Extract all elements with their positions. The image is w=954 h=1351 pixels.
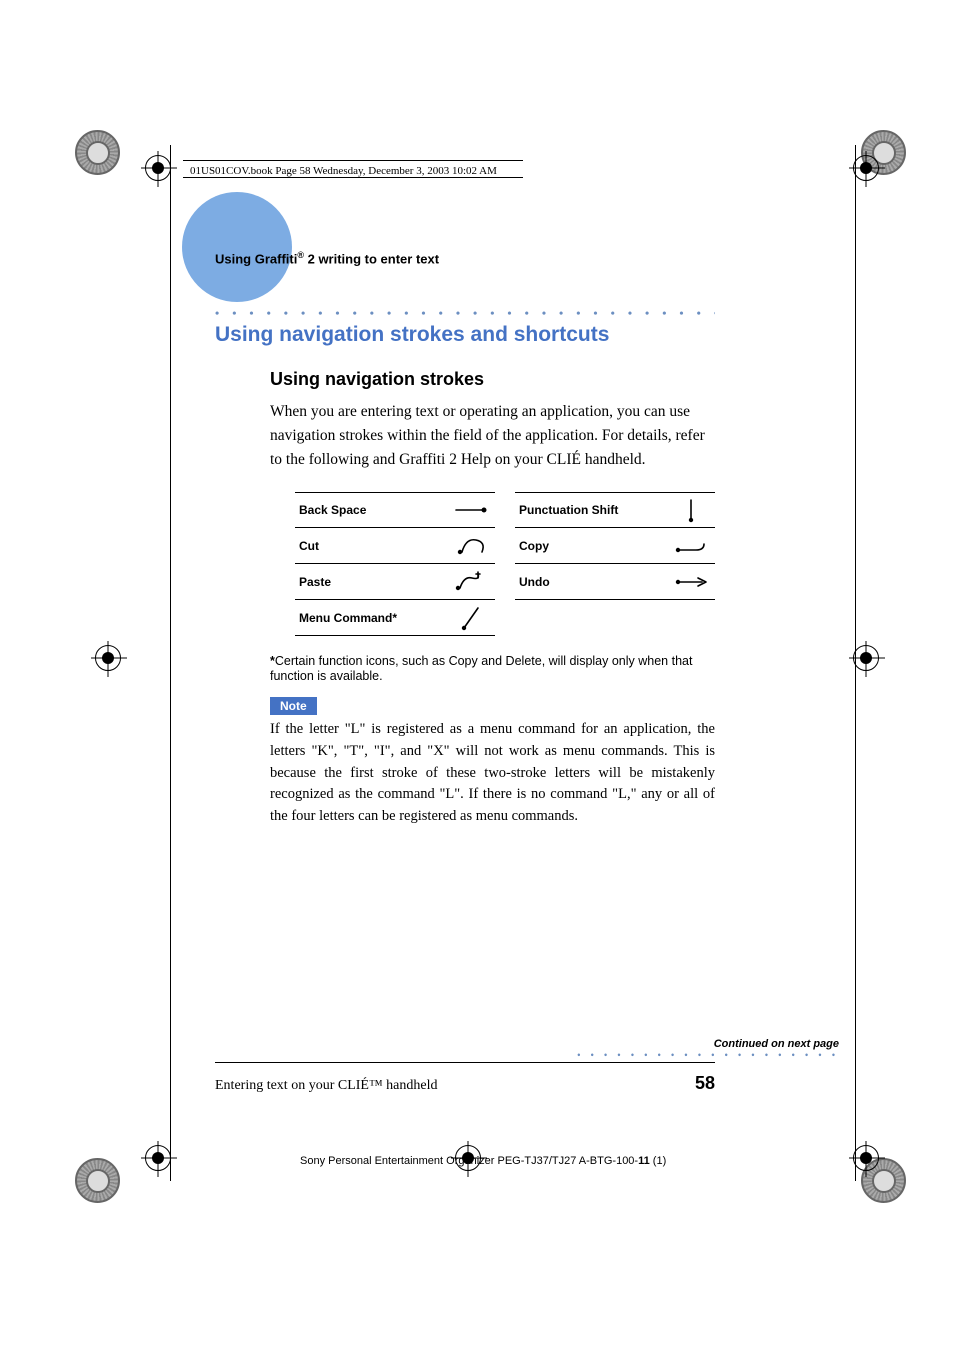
registration-mark-icon [145,1145,171,1171]
cut-stroke-icon [451,534,491,558]
stroke-label: Cut [299,539,319,553]
stroke-label: Punctuation Shift [519,503,618,517]
imprint-prefix: Sony Personal Entertainment Organizer PE… [300,1155,638,1167]
strokes-right-column: Punctuation Shift Copy Undo [515,492,715,636]
continued-text: Continued on next page [577,1038,839,1050]
footer-chapter: Entering text on your CLIÉ™ handheld [215,1078,438,1094]
stroke-row: Punctuation Shift [515,492,715,528]
imprint-line: Sony Personal Entertainment Organizer PE… [300,1155,666,1167]
stroke-label: Back Space [299,503,366,517]
subsection-heading: Using navigation strokes [270,369,715,390]
stroke-row: Menu Command* [295,600,495,636]
backspace-stroke-icon [451,498,491,522]
intro-paragraph: When you are entering text or operating … [270,400,715,472]
section-heading: Using navigation strokes and shortcuts [215,323,715,347]
footnote-body: Certain function icons, such as Copy and… [270,654,692,682]
header-stamp: 01US01COV.book Page 58 Wednesday, Decemb… [190,165,497,177]
menu-stroke-icon [451,606,491,630]
footnote-text: *Certain function icons, such as Copy an… [270,654,715,683]
strokes-table: Back Space Cut Paste Menu Command* Punctuat… [295,492,715,636]
registration-mark-icon [853,155,879,181]
stroke-row: Cut [295,528,495,564]
running-head-prefix: Using Graffiti [215,251,297,266]
printer-rosette-icon [75,1158,120,1203]
footer-rule [215,1062,715,1063]
continued-dots: • • • • • • • • • • • • • • • • • • • • [577,1050,839,1060]
paste-stroke-icon [451,570,491,594]
imprint-bold: 11 [638,1155,650,1167]
page-number: 58 [695,1073,715,1094]
continued-block: Continued on next page • • • • • • • • •… [577,1038,839,1060]
decorative-dots: • • • • • • • • • • • • • • • • • • • • … [215,306,715,321]
stroke-label: Menu Command* [299,611,397,625]
strokes-left-column: Back Space Cut Paste Menu Command* [295,492,495,636]
undo-stroke-icon [671,570,711,594]
stroke-row: Undo [515,564,715,600]
registered-symbol: ® [297,250,304,260]
stroke-row: Copy [515,528,715,564]
registration-mark-icon [95,645,121,671]
imprint-suffix: (1) [650,1155,667,1167]
registration-mark-icon [853,645,879,671]
stroke-label: Paste [299,575,331,589]
running-head: Using Graffiti® 2 writing to enter text [215,250,715,266]
registration-mark-icon [853,1145,879,1171]
stroke-row: Paste [295,564,495,600]
running-head-suffix: 2 writing to enter text [304,251,439,266]
copy-stroke-icon [671,534,711,558]
page-footer: Entering text on your CLIÉ™ handheld 58 [215,1073,715,1094]
stroke-label: Undo [519,575,550,589]
printer-rosette-icon [75,130,120,175]
stroke-row: Back Space [295,492,495,528]
note-text: If the letter "L" is registered as a men… [270,719,715,828]
registration-mark-icon [145,155,171,181]
page-content: Using Graffiti® 2 writing to enter text … [215,250,715,828]
stroke-label: Copy [519,539,549,553]
punct-stroke-icon [671,498,711,522]
note-badge: Note [270,697,317,715]
